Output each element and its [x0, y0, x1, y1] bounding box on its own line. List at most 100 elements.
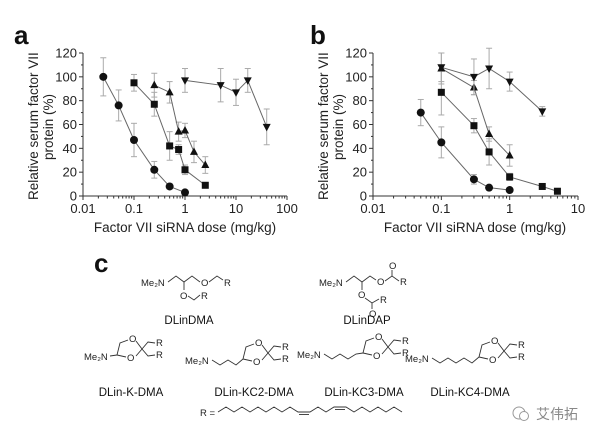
atom-label: R — [282, 342, 289, 353]
y-tick-label: 60 — [63, 117, 77, 132]
y-axis-title-b-line1: Relative serum factor VII — [316, 52, 331, 200]
bond — [242, 343, 255, 360]
y-tick-label: 120 — [345, 46, 367, 61]
atom-label: O — [369, 309, 376, 320]
bond — [167, 275, 201, 283]
data-point-square — [181, 166, 189, 174]
bond — [109, 354, 118, 357]
data-point-triangle-up — [485, 129, 494, 138]
atom-label: O — [127, 353, 134, 364]
bond — [345, 275, 377, 283]
data-point-square — [437, 88, 445, 96]
data-point-triangle-down — [232, 89, 240, 97]
atom-label: Me₂N — [185, 356, 209, 367]
data-point-square — [506, 173, 514, 181]
data-point-triangle-down — [437, 64, 446, 72]
data-point-triangle-down — [216, 82, 225, 90]
bond — [387, 346, 402, 355]
panel-label-c: c — [94, 248, 108, 278]
atom-label: R — [380, 295, 387, 306]
atom-label: R — [402, 336, 409, 347]
data-point-triangle-up — [189, 147, 198, 155]
atom-label: O — [491, 336, 498, 347]
data-point-square — [166, 142, 174, 150]
r-group-definition: R = — [200, 406, 403, 419]
y-tick-label: 80 — [63, 93, 77, 108]
atom-label: O — [129, 334, 136, 345]
atom-label: Me₂N — [297, 350, 321, 361]
bond — [503, 343, 518, 352]
x-tick-label: 1 — [181, 201, 188, 216]
bond — [387, 339, 402, 348]
y-tick-label: 60 — [353, 117, 367, 132]
panel-label-a: a — [14, 20, 29, 50]
y-tick-label: 0 — [70, 189, 77, 204]
x-axis-title-b: Factor VII siRNA dose (mg/kg) — [384, 220, 566, 235]
data-point-triangle-up — [174, 127, 183, 135]
bond — [478, 341, 491, 358]
atom-label: O — [489, 355, 496, 366]
atom-label: R — [224, 278, 231, 289]
bond — [362, 337, 375, 354]
data-point-square — [201, 181, 209, 189]
series-line-triangle-down — [441, 66, 543, 112]
series-line-triangle-down — [184, 79, 268, 128]
data-point-circle — [181, 188, 189, 197]
structure-dlindap: Me₂N O O R O O R DLinDAP — [319, 261, 407, 327]
data-point-circle — [114, 101, 123, 110]
atom-label: O — [373, 351, 380, 362]
y-tick-label: 40 — [63, 141, 77, 156]
x-tick-label: 0.1 — [432, 201, 450, 216]
y-axis-title-b-line2: protein (%) — [331, 94, 346, 160]
bond — [116, 354, 127, 358]
bond — [267, 345, 282, 354]
y-tick-label: 100 — [55, 69, 77, 84]
chart-b: 0 20 40 60 80 100 120 0.01 0.1 1 10 — [345, 46, 585, 217]
data-point-circle — [469, 175, 478, 184]
y-tick-label: 40 — [353, 141, 367, 156]
watermark-text: 艾伟拓 — [536, 407, 578, 423]
compound-name: DLinDAP — [343, 315, 391, 327]
x-tick-label: 0.01 — [360, 201, 385, 216]
structure-dlindma: Me₂N O R O R DLinDMA — [141, 275, 231, 327]
data-point-circle — [165, 182, 174, 191]
atom-label: R — [400, 277, 407, 288]
bond — [497, 342, 505, 359]
y-tick-label: 80 — [353, 93, 367, 108]
bond — [503, 350, 518, 359]
bond — [431, 356, 480, 364]
atom-label: O — [201, 278, 208, 289]
atom-label: O — [180, 291, 187, 302]
data-point-triangle-up — [201, 160, 210, 169]
bond — [208, 275, 224, 283]
atom-label: R — [402, 348, 409, 359]
bond — [323, 352, 364, 360]
data-point-triangle-down — [262, 123, 271, 132]
chemical-structures: Me₂N O R O R DLinDMA Me₂N O O R O O R — [84, 261, 525, 419]
y-tick-label: 20 — [353, 165, 367, 180]
linoleyl-chain — [217, 406, 403, 413]
x-axis-title-a: Factor VII siRNA dose (mg/kg) — [94, 220, 276, 235]
compound-name: DLin-KC3-DMA — [324, 387, 404, 399]
wechat-icon-bubble — [519, 411, 529, 421]
data-point-square — [175, 146, 183, 154]
data-point-circle — [505, 186, 514, 195]
x-tick-label: 1 — [506, 201, 513, 216]
atom-label: Me₂N — [141, 278, 165, 289]
y-tick-label: 20 — [63, 165, 77, 180]
data-point-circle — [150, 165, 159, 174]
bond — [381, 338, 389, 355]
panel-label-b: b — [310, 20, 326, 50]
data-point-circle — [485, 183, 494, 192]
atom-label: R — [156, 338, 163, 349]
bond — [478, 356, 489, 360]
atom-label: O — [358, 290, 365, 301]
atom-label: R — [282, 354, 289, 365]
atom-label: O — [389, 261, 396, 272]
ketal-structures: Me₂N DLin-K-DMA Me₂N DLin-KC2-DMA Me₂N D… — [84, 332, 525, 399]
series-line-triangle-up — [441, 68, 511, 156]
atom-label: R — [201, 291, 208, 302]
atom-label: R — [518, 352, 525, 363]
atom-label: O — [253, 357, 260, 368]
r-definition-label: R = — [200, 408, 216, 419]
